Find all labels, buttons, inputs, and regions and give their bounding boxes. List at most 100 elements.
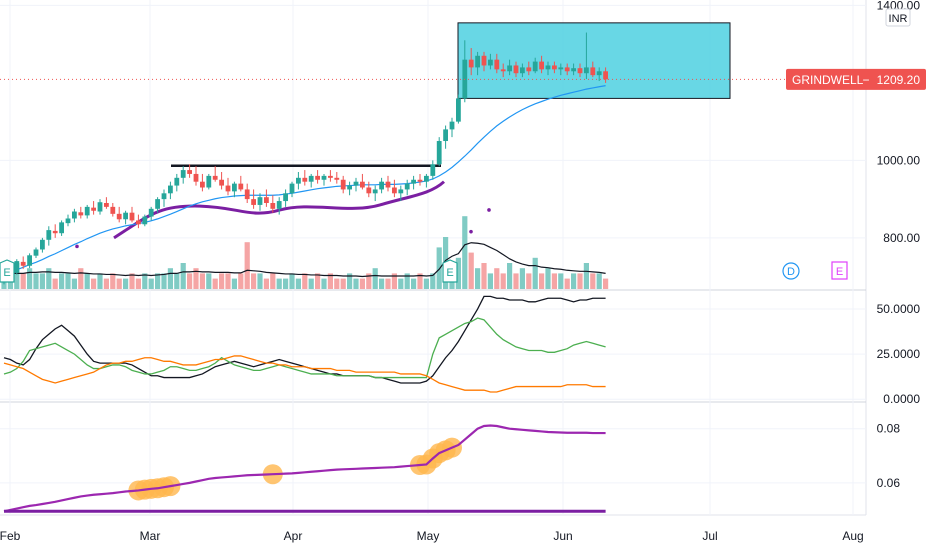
time-axis: Feb Mar Apr May Jun Jul Aug: [0, 529, 864, 543]
candle-body: [353, 181, 359, 186]
volume-bar: [302, 273, 308, 289]
event-dot: [487, 208, 491, 212]
volume-bar: [513, 273, 519, 289]
indicator-axis: 50.0000 25.0000 0.0000: [877, 302, 921, 406]
candle-body: [187, 170, 192, 174]
candle-body: [161, 193, 167, 200]
candle-body: [232, 183, 237, 192]
candle-body: [65, 218, 71, 224]
volume-bar: [174, 273, 180, 289]
earnings-marker-2[interactable]: E: [442, 259, 458, 283]
volume-bar: [404, 273, 410, 289]
volume-bar: [321, 278, 327, 289]
volume-bar: [238, 273, 244, 289]
candle-body: [148, 208, 154, 217]
volume-bar: [340, 278, 346, 289]
volume-bar: [33, 273, 39, 289]
price-tick-label: 1000.00: [877, 153, 921, 167]
candle-body: [360, 181, 365, 188]
candle-body: [78, 212, 84, 216]
month-label: May: [417, 529, 440, 543]
month-label: Jun: [553, 529, 572, 543]
candle-body: [206, 175, 212, 188]
candle-body: [200, 181, 205, 188]
volume-bar: [577, 273, 583, 289]
price-tag-separator: −: [862, 73, 869, 87]
volume-bar: [276, 278, 282, 289]
event-dot: [75, 244, 79, 249]
earnings-marker-1[interactable]: E: [0, 259, 15, 283]
candle-body: [302, 177, 308, 182]
price-pane: [0, 22, 866, 289]
candle-body: [564, 67, 570, 72]
volume-bar: [289, 273, 295, 289]
candle-body: [340, 179, 346, 190]
candle-body: [84, 206, 90, 216]
candle-body: [52, 230, 58, 234]
indicator-tick-label: 50.0000: [877, 302, 921, 316]
volume-bar: [539, 273, 545, 289]
volume-bar: [526, 273, 532, 289]
volume-bar: [251, 273, 257, 289]
candle-body: [398, 189, 404, 194]
candle-body: [500, 69, 506, 72]
candle-body: [379, 181, 384, 190]
volume-bar: [481, 263, 487, 289]
volume-bar: [27, 268, 33, 289]
volume-bar: [135, 278, 141, 289]
currency-label: INR: [889, 13, 908, 25]
moving-average-line: [3, 85, 606, 275]
ratio-axis: 0.08 0.06: [877, 422, 901, 490]
volume-bar: [436, 247, 442, 289]
volume-bar: [129, 273, 135, 289]
candle-body: [20, 261, 26, 266]
currency-badge[interactable]: INR: [885, 8, 911, 27]
candle-body: [507, 65, 512, 72]
candle-body: [129, 212, 135, 221]
candle-body: [123, 212, 128, 220]
candle-body: [219, 179, 224, 186]
candle-body: [225, 185, 231, 192]
volume-bar: [391, 273, 397, 289]
candle-body: [180, 170, 186, 178]
volume-bar: [199, 273, 205, 289]
candle-body: [238, 183, 244, 190]
volume-bar: [558, 273, 564, 289]
indicator-tick-label: 0.0000: [883, 392, 920, 406]
candle-body: [308, 175, 314, 182]
volume-bar: [123, 278, 129, 289]
volume-bar: [71, 278, 77, 289]
candle-body: [571, 68, 576, 72]
volume-bar: [564, 278, 570, 289]
candle-body: [577, 68, 583, 74]
cup-pattern-curve[interactable]: [113, 180, 446, 240]
month-label: Apr: [284, 529, 303, 543]
candle-body: [590, 67, 596, 76]
volume-bar: [359, 278, 365, 289]
volume-bar: [308, 278, 314, 289]
price-tag[interactable]: GRINDWELL − 1209.20: [786, 68, 926, 90]
volume-bar: [14, 263, 20, 289]
volume-bar: [283, 278, 289, 289]
price-tag-value: 1209.20: [877, 73, 921, 87]
candle-body: [417, 179, 423, 182]
volume-bar: [78, 268, 84, 289]
earnings-marker-3-label: E: [836, 266, 843, 278]
candle-body: [59, 222, 64, 234]
candle-body: [27, 255, 32, 266]
candle-body: [526, 67, 532, 72]
candle-body: [244, 189, 250, 200]
earnings-marker-3[interactable]: E: [831, 261, 848, 280]
candle-body: [347, 185, 352, 190]
volume-bar: [219, 273, 225, 289]
dividend-marker[interactable]: D: [782, 262, 800, 280]
volume-bar: [46, 268, 52, 289]
consolidation-box[interactable]: [457, 22, 731, 99]
volume-bar: [116, 278, 122, 289]
volume-bar: [417, 273, 423, 289]
volume-bar: [231, 278, 237, 289]
candle-body: [168, 185, 173, 194]
volume-bar: [263, 278, 269, 289]
dividend-marker-label: D: [787, 266, 795, 278]
